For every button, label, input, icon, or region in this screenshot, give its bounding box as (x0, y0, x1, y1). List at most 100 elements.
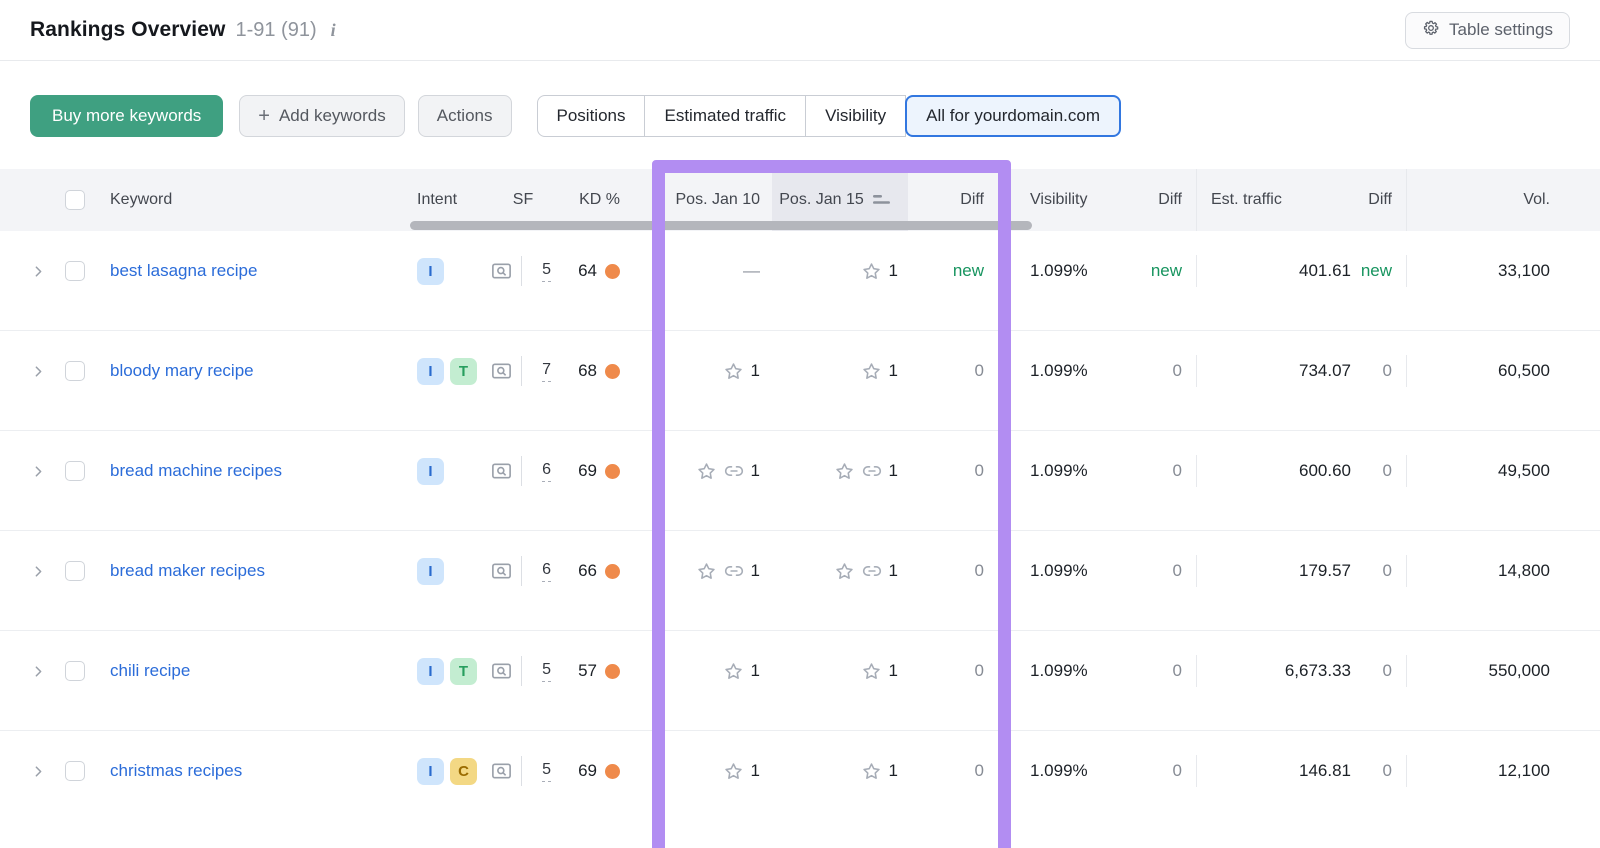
sf-count[interactable]: 5 (542, 261, 551, 282)
serp-features-icon[interactable] (490, 360, 513, 383)
serp-features-icon[interactable] (490, 560, 513, 583)
pos-jan-15-cell: 1 (772, 755, 908, 787)
row-checkbox[interactable] (65, 761, 85, 781)
chevron-right-icon[interactable] (30, 763, 47, 780)
star-icon[interactable] (696, 461, 717, 482)
chevron-right-icon[interactable] (30, 663, 47, 680)
column-header-keyword[interactable]: Keyword (110, 191, 173, 208)
link-icon[interactable] (724, 461, 744, 481)
column-header-sf[interactable]: SF (512, 191, 534, 208)
star-icon[interactable] (861, 261, 882, 282)
intent-badge-c[interactable]: C (450, 757, 477, 785)
serp-features-icon[interactable] (490, 260, 513, 283)
cell-divider (521, 756, 522, 786)
tab-all-for-yourdomain[interactable]: All for yourdomain.com (905, 95, 1121, 137)
column-header-est-traffic[interactable]: Est. traffic (1211, 191, 1282, 208)
actions-button[interactable]: Actions (417, 95, 512, 137)
keyword-link[interactable]: christmas recipes (110, 761, 243, 780)
column-header-diff-visibility[interactable]: Diff (1110, 169, 1197, 231)
position-diff-cell: 0 (908, 755, 1000, 787)
column-header-visibility[interactable]: Visibility (1030, 191, 1088, 208)
star-icon[interactable] (861, 361, 882, 382)
intent-badge-t[interactable]: T (450, 357, 477, 385)
sf-count[interactable]: 6 (542, 461, 551, 482)
star-icon[interactable] (834, 561, 855, 582)
star-icon[interactable] (723, 361, 744, 382)
column-header-diff-position[interactable]: Diff (960, 191, 984, 208)
sf-count[interactable]: 5 (542, 761, 551, 782)
intent-badge-i[interactable]: I (417, 257, 444, 285)
row-checkbox[interactable] (65, 261, 85, 281)
keyword-link[interactable]: chili recipe (110, 661, 191, 680)
tab-visibility[interactable]: Visibility (805, 95, 907, 137)
column-header-pos-jan-15[interactable]: Pos. Jan 15 (772, 169, 908, 231)
serp-features-icon[interactable] (490, 760, 513, 783)
position-value: 1 (888, 461, 898, 480)
row-checkbox[interactable] (65, 661, 85, 681)
sf-count[interactable]: 6 (542, 561, 551, 582)
link-icon[interactable] (862, 561, 882, 581)
star-icon[interactable] (834, 461, 855, 482)
cell-divider (521, 656, 522, 686)
star-icon[interactable] (723, 761, 744, 782)
link-icon[interactable] (724, 561, 744, 581)
pos-jan-15-cell: 1 (772, 555, 908, 587)
row-checkbox[interactable] (65, 361, 85, 381)
column-header-diff-traffic[interactable]: Diff (1355, 169, 1407, 231)
intent-badge-i[interactable]: I (417, 657, 444, 685)
keyword-link[interactable]: bread machine recipes (110, 461, 282, 480)
chevron-right-icon[interactable] (30, 563, 47, 580)
row-checkbox[interactable] (65, 561, 85, 581)
info-icon[interactable]: i (330, 20, 336, 40)
star-icon[interactable] (861, 661, 882, 682)
star-icon[interactable] (861, 761, 882, 782)
sf-count[interactable]: 5 (542, 661, 551, 682)
chevron-right-icon[interactable] (30, 363, 47, 380)
view-switcher: Positions Estimated traffic Visibility A… (536, 95, 1121, 137)
volume-value: 12,100 (1498, 761, 1550, 780)
column-header-kd[interactable]: KD % (579, 191, 620, 208)
visibility-value: 1.099% (1030, 361, 1088, 380)
star-icon[interactable] (696, 561, 717, 582)
visibility-diff-cell: 0 (1110, 755, 1197, 787)
select-all-checkbox[interactable] (65, 190, 85, 210)
link-icon[interactable] (862, 461, 882, 481)
position-diff-cell: 0 (908, 455, 1000, 487)
add-keywords-button[interactable]: + Add keywords (239, 95, 405, 137)
intent-badge-i[interactable]: I (417, 757, 444, 785)
difficulty-dot (605, 763, 620, 779)
volume-value: 33,100 (1498, 261, 1550, 280)
keyword-link[interactable]: bread maker recipes (110, 561, 265, 580)
cell-divider (521, 456, 522, 486)
serp-features-icon[interactable] (490, 660, 513, 683)
intent-badge-t[interactable]: T (450, 657, 477, 685)
intent-badge-i[interactable]: I (417, 457, 444, 485)
keyword-link[interactable]: best lasagna recipe (110, 261, 258, 280)
row-checkbox[interactable] (65, 461, 85, 481)
column-header-pos-jan-10[interactable]: Pos. Jan 10 (675, 191, 761, 208)
intent-cell: I (411, 455, 490, 487)
chevron-right-icon[interactable] (30, 263, 47, 280)
table-settings-button[interactable]: Table settings (1405, 11, 1570, 49)
diff-value: new (1150, 261, 1182, 280)
table-settings-label: Table settings (1449, 20, 1553, 39)
sf-count[interactable]: 7 (542, 361, 551, 382)
traffic-diff-cell: 0 (1355, 555, 1407, 587)
position-value: 1 (888, 761, 898, 780)
position-diff-cell: 0 (908, 555, 1000, 587)
star-icon[interactable] (723, 661, 744, 682)
tab-positions[interactable]: Positions (536, 95, 646, 137)
chevron-right-icon[interactable] (30, 463, 47, 480)
buy-more-keywords-button[interactable]: Buy more keywords (30, 95, 224, 137)
intent-badge-i[interactable]: I (417, 357, 444, 385)
serp-features-icon[interactable] (490, 460, 513, 483)
intent-badge-i[interactable]: I (417, 557, 444, 585)
horizontal-scrollbar-thumb[interactable] (410, 221, 1032, 230)
keyword-link[interactable]: bloody mary recipe (110, 361, 254, 380)
column-header-intent[interactable]: Intent (417, 191, 458, 208)
tab-estimated-traffic[interactable]: Estimated traffic (644, 95, 807, 137)
est-traffic-value: 734.07 (1299, 361, 1351, 380)
column-header-volume[interactable]: Vol. (1523, 191, 1550, 208)
